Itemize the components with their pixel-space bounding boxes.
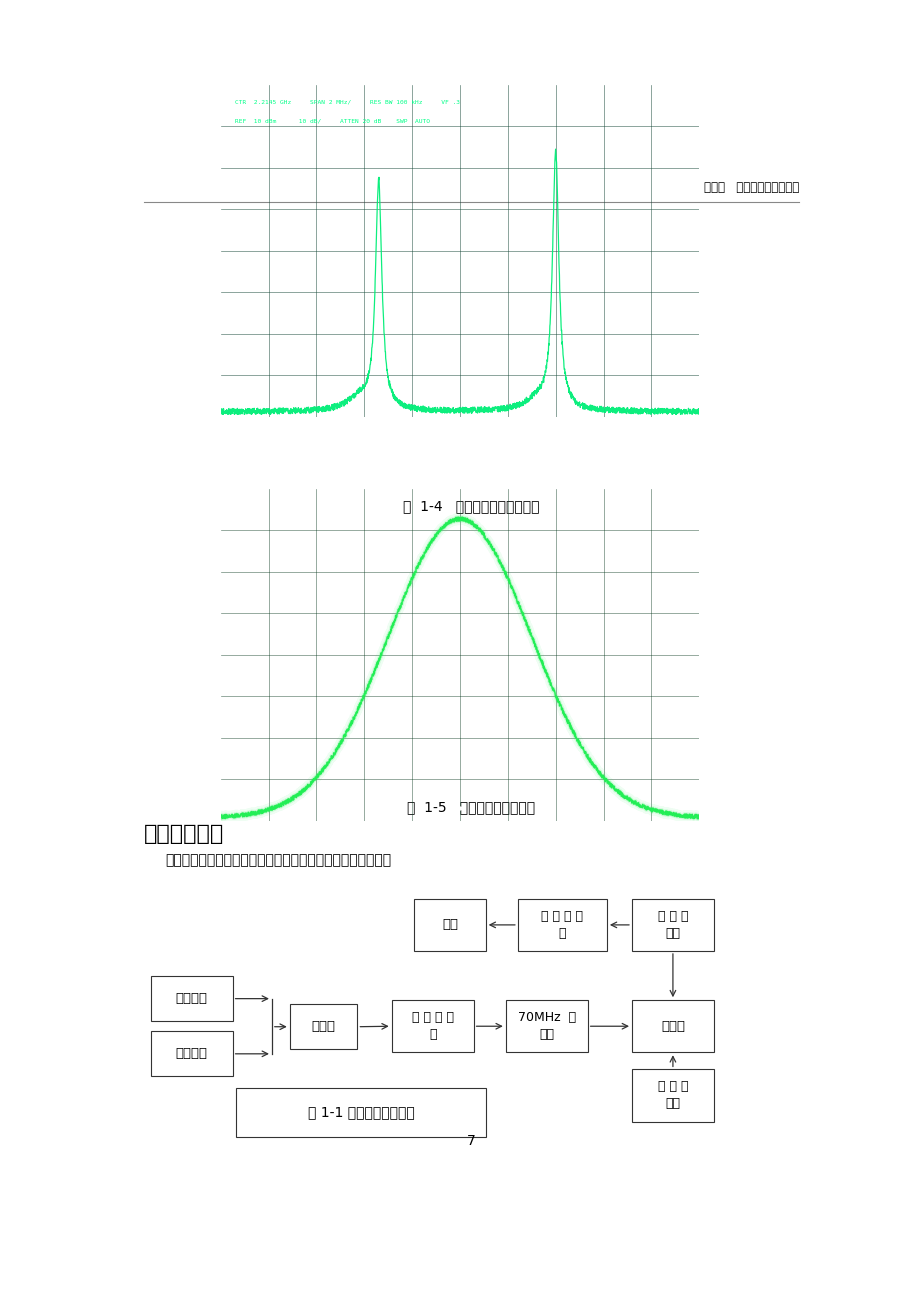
Text: CTR  2.2145 GHz     SPAN 2 MHz/     RES BW 100 kHz     VF .3: CTR 2.2145 GHz SPAN 2 MHz/ RES BW 100 kH…	[235, 99, 460, 104]
Text: 调制器: 调制器	[312, 1020, 335, 1033]
Text: 八、实验报告: 八、实验报告	[143, 823, 223, 843]
FancyBboxPatch shape	[391, 1001, 473, 1053]
Text: 微波中频调制发射机主要由哪些部分组成（用方框图表示）？: 微波中频调制发射机主要由哪些部分组成（用方框图表示）？	[165, 853, 391, 868]
Text: 实验一   微波发信机系统实验: 实验一 微波发信机系统实验	[703, 181, 799, 194]
FancyBboxPatch shape	[151, 976, 233, 1022]
Text: 7: 7	[467, 1134, 475, 1148]
Text: 视频信号: 视频信号	[176, 1048, 208, 1061]
FancyBboxPatch shape	[236, 1088, 485, 1136]
FancyBboxPatch shape	[414, 899, 485, 951]
Text: 混频器: 混频器	[660, 1020, 684, 1033]
Text: 音频信号: 音频信号	[176, 992, 208, 1005]
FancyBboxPatch shape	[631, 1001, 713, 1053]
Text: 带 通 滤
波器: 带 通 滤 波器	[657, 909, 687, 939]
FancyBboxPatch shape	[289, 1005, 357, 1049]
Text: 功 率 放 大
器: 功 率 放 大 器	[540, 909, 583, 939]
Text: 锁 相 本
振源: 锁 相 本 振源	[657, 1080, 687, 1110]
FancyBboxPatch shape	[631, 899, 713, 951]
Text: 70MHz  滤
波器: 70MHz 滤 波器	[517, 1011, 575, 1041]
FancyBboxPatch shape	[517, 899, 607, 951]
Text: REF  10 dBm      10 dB/     ATTEN 20 dB    SWP  AUTO: REF 10 dBm 10 dB/ ATTEN 20 dB SWP AUTO	[235, 119, 430, 122]
FancyBboxPatch shape	[631, 1070, 713, 1122]
Text: 图 1-1 发信机系统方框图: 图 1-1 发信机系统方框图	[307, 1105, 414, 1119]
FancyBboxPatch shape	[505, 1001, 587, 1053]
Text: 天线: 天线	[442, 919, 458, 932]
Text: 图  1-5   微波发信机通带特性: 图 1-5 微波发信机通带特性	[407, 800, 535, 814]
FancyBboxPatch shape	[151, 1031, 233, 1076]
Text: 可 变 衰 减
器: 可 变 衰 减 器	[411, 1011, 453, 1041]
Text: 图  1-4   微波发信机空载波信号: 图 1-4 微波发信机空载波信号	[403, 499, 539, 513]
